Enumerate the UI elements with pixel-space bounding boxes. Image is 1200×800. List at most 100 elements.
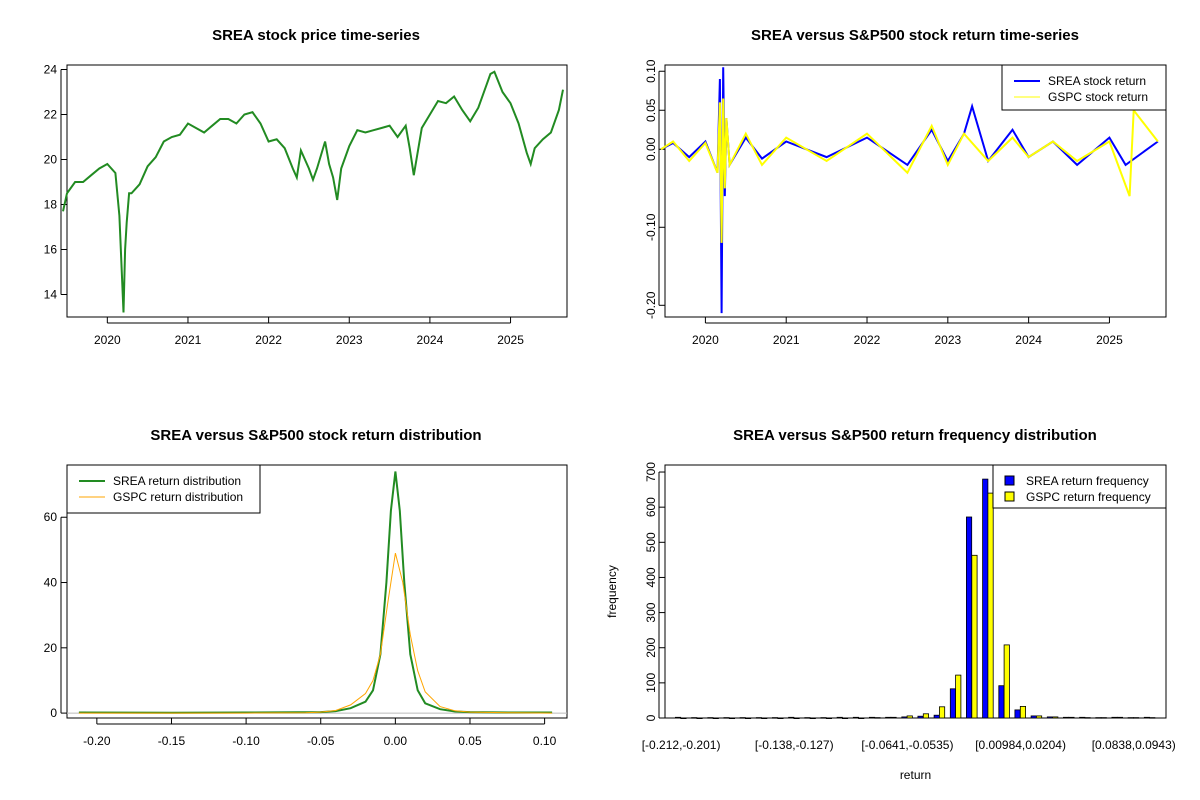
bar-1 bbox=[971, 554, 978, 719]
legend-box bbox=[66, 464, 261, 514]
bar-1 bbox=[1116, 716, 1124, 719]
x-tick-label: -0.20 bbox=[83, 734, 111, 748]
bar-1 bbox=[1100, 717, 1107, 719]
bar-0 bbox=[836, 716, 843, 719]
bar-1 bbox=[1084, 717, 1091, 719]
bar-1 bbox=[1068, 716, 1075, 719]
y-tick-label: 0.00 bbox=[644, 137, 658, 161]
bar-0 bbox=[1063, 716, 1070, 719]
x-tick-label: -0.15 bbox=[158, 734, 186, 748]
bar-0 bbox=[869, 716, 876, 719]
y-tick-label: 20 bbox=[44, 153, 58, 167]
bar-1 bbox=[1052, 716, 1059, 719]
x-tick-label: 0.10 bbox=[533, 734, 557, 748]
legend-label-0: SREA stock return bbox=[1048, 74, 1146, 88]
bar-0 bbox=[1111, 716, 1118, 719]
bar-0 bbox=[804, 717, 811, 719]
legend-box bbox=[1001, 64, 1167, 111]
y-tick-label: 18 bbox=[44, 198, 58, 212]
x-tick-label: -0.05 bbox=[307, 734, 335, 748]
bar-0 bbox=[1095, 717, 1102, 719]
y-tick-label: -0.10 bbox=[644, 213, 658, 241]
x-tick-label: 2024 bbox=[417, 333, 444, 347]
bar-1 bbox=[890, 716, 897, 719]
chart-title: SREA stock price time-series bbox=[212, 27, 420, 44]
bar-1 bbox=[987, 492, 994, 719]
y-tick-label: 100 bbox=[644, 673, 658, 693]
plot-frame bbox=[664, 464, 1167, 719]
bar-0 bbox=[933, 714, 940, 719]
bar-0 bbox=[917, 715, 924, 719]
bar-1 bbox=[793, 717, 800, 720]
bar-1 bbox=[761, 717, 768, 720]
panel-returns: SREA versus S&P500 stock return time-ser… bbox=[644, 27, 1167, 347]
x-tick-label: 2023 bbox=[336, 333, 363, 347]
y-tick-label: 400 bbox=[644, 567, 658, 587]
y-tick-label: 700 bbox=[644, 462, 658, 482]
bar-0 bbox=[707, 717, 714, 719]
bar-0 bbox=[949, 688, 956, 719]
bar-1 bbox=[842, 717, 849, 720]
plot-frame bbox=[66, 64, 568, 318]
legend-label-0: SREA return distribution bbox=[113, 474, 241, 488]
bar-0 bbox=[885, 716, 892, 719]
x-tick-label: 0.05 bbox=[458, 734, 482, 748]
x-tick-label: [0.00984,0.0204) bbox=[975, 738, 1066, 752]
series-line-1 bbox=[78, 552, 553, 714]
bar-1 bbox=[1133, 717, 1140, 719]
bar-1 bbox=[712, 717, 719, 720]
bar-0 bbox=[901, 716, 908, 719]
bar-1 bbox=[1149, 717, 1156, 719]
legend-label-1: GSPC return frequency bbox=[1026, 490, 1151, 504]
x-tick-label: 0.00 bbox=[384, 734, 408, 748]
legend-swatch-0 bbox=[1004, 475, 1015, 486]
y-tick-label: 300 bbox=[644, 602, 658, 622]
x-tick-label: 2020 bbox=[94, 333, 121, 347]
y-tick-label: 0 bbox=[644, 714, 658, 721]
bar-0 bbox=[982, 478, 989, 719]
bar-1 bbox=[955, 674, 962, 719]
y-tick-label: -0.20 bbox=[644, 291, 658, 319]
chart-title: SREA versus S&P500 return frequency dist… bbox=[733, 427, 1097, 444]
plot-frame bbox=[66, 464, 568, 719]
bar-1 bbox=[825, 717, 832, 720]
y-tick-label: 0 bbox=[50, 706, 57, 720]
bar-1 bbox=[874, 717, 881, 719]
bar-1 bbox=[777, 717, 784, 720]
bar-0 bbox=[1014, 709, 1021, 719]
y-tick-label: 500 bbox=[644, 532, 658, 552]
series-line-0 bbox=[62, 70, 564, 313]
legend-swatch-1 bbox=[1004, 491, 1015, 502]
chart-title: SREA versus S&P500 stock return time-ser… bbox=[751, 27, 1079, 44]
panel-freq: SREA versus S&P500 return frequency dist… bbox=[605, 427, 1176, 782]
bar-1 bbox=[906, 715, 913, 719]
x-tick-label: [-0.138,-0.127) bbox=[755, 738, 834, 752]
bar-0 bbox=[755, 717, 762, 719]
bar-0 bbox=[852, 716, 859, 719]
y-tick-label: 14 bbox=[44, 288, 58, 302]
legend-label-0: SREA return frequency bbox=[1026, 474, 1149, 488]
bar-1 bbox=[939, 706, 946, 719]
bar-1 bbox=[1036, 715, 1043, 719]
x-tick-label: 2021 bbox=[773, 333, 800, 347]
x-tick-label: [-0.0641,-0.0535) bbox=[861, 738, 953, 752]
panel-price: SREA stock price time-series141618202224… bbox=[44, 27, 568, 347]
x-tick-label: 2023 bbox=[934, 333, 961, 347]
bar-0 bbox=[820, 717, 827, 719]
bar-1 bbox=[680, 717, 687, 720]
x-tick-label: 2025 bbox=[497, 333, 524, 347]
y-tick-label: 40 bbox=[44, 576, 58, 590]
x-tick-label: 2024 bbox=[1015, 333, 1042, 347]
x-tick-label: -0.10 bbox=[232, 734, 260, 748]
y-tick-label: 200 bbox=[644, 637, 658, 657]
bar-0 bbox=[739, 717, 746, 719]
bar-1 bbox=[696, 717, 703, 720]
legend-label-1: GSPC stock return bbox=[1048, 90, 1148, 104]
y-tick-label: 22 bbox=[44, 108, 58, 122]
bar-1 bbox=[745, 717, 752, 720]
y-tick-label: 24 bbox=[44, 63, 58, 77]
y-tick-label: 0.05 bbox=[644, 98, 658, 122]
bar-1 bbox=[922, 713, 929, 719]
y-axis-label: frequency bbox=[605, 565, 619, 618]
